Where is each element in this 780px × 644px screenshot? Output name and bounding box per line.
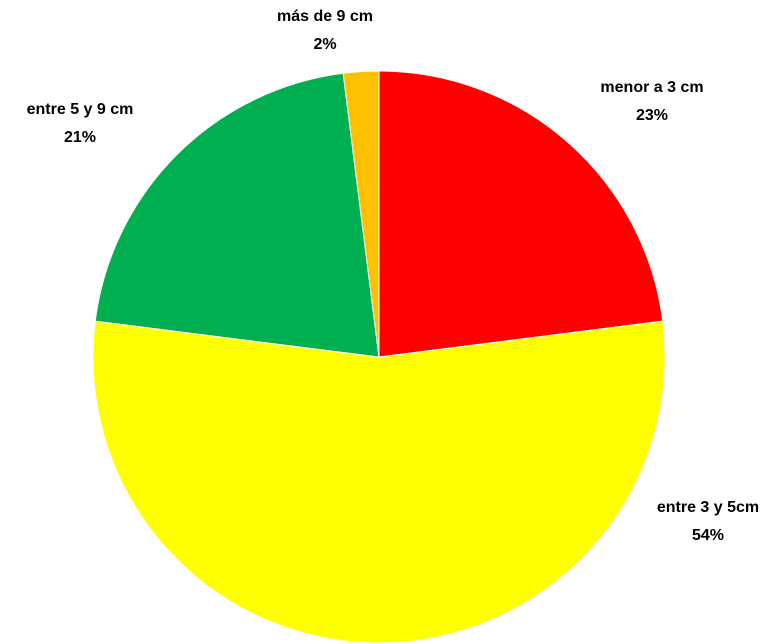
pie-slice bbox=[92, 320, 666, 644]
slice-category-label: más de 9 cm bbox=[277, 8, 373, 25]
pie-slice bbox=[342, 70, 380, 358]
slice-category-label: entre 5 y 9 cm bbox=[27, 101, 134, 118]
slice-category-label: entre 3 y 5cm bbox=[657, 499, 759, 516]
slice-value-label: 54% bbox=[692, 527, 724, 544]
slice-value-label: 21% bbox=[64, 129, 96, 146]
pie-slice bbox=[378, 70, 664, 358]
slice-value-label: 23% bbox=[636, 107, 668, 124]
slice-category-label: menor a 3 cm bbox=[600, 79, 703, 96]
pie-slice bbox=[94, 72, 380, 358]
slice-value-label: 2% bbox=[313, 36, 336, 53]
